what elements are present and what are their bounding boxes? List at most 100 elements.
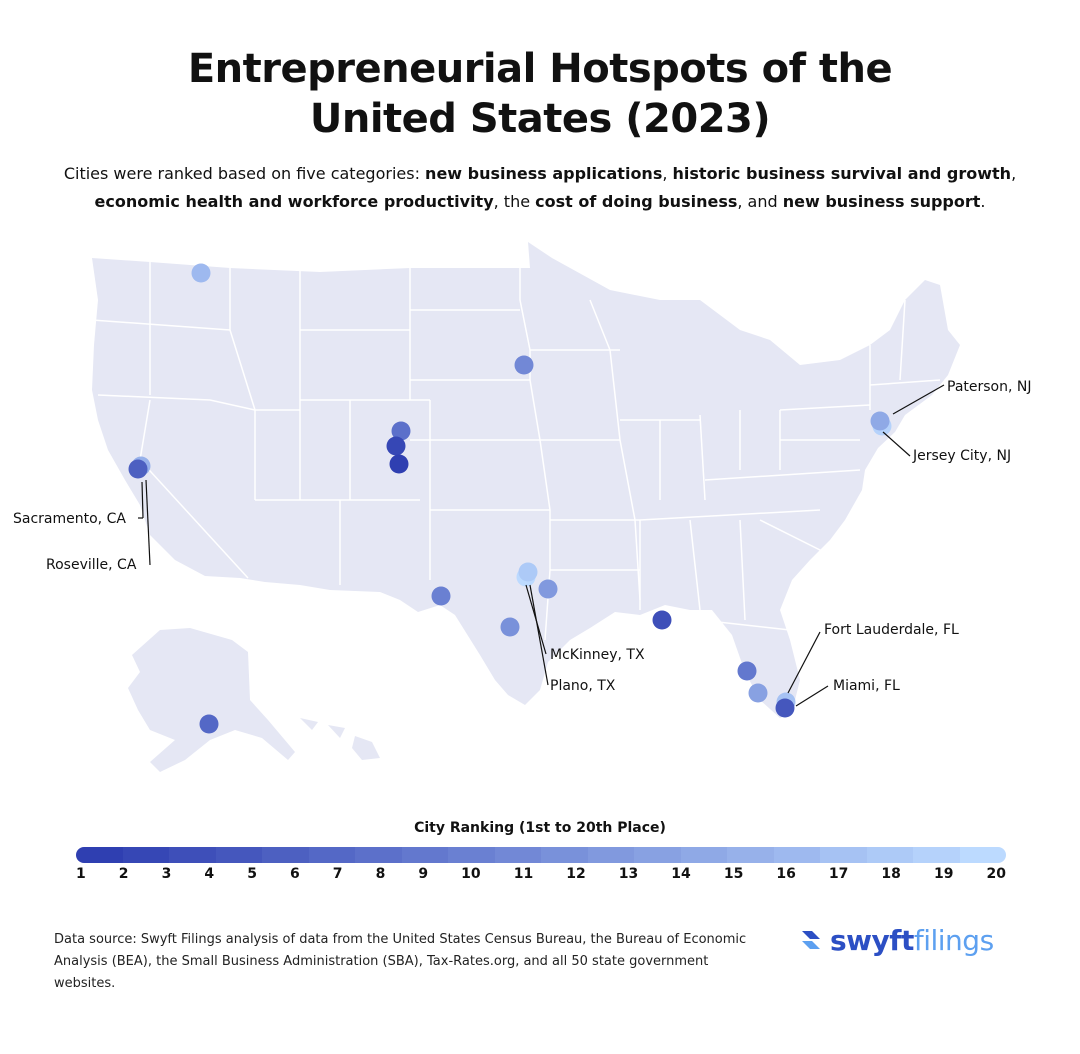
subtitle-category: economic health and workforce productivi…: [94, 192, 494, 211]
leader-line-plano: [529, 584, 549, 686]
title-line-2: United States (2023): [309, 96, 771, 142]
legend-swatch: [634, 847, 681, 863]
legend-swatch: [587, 847, 634, 863]
city-marker-rank-14: [870, 411, 890, 431]
city-marker-rank-10: [514, 355, 534, 375]
subtitle-text: ,: [1011, 164, 1017, 183]
border-line: [97, 394, 256, 411]
leader-line-paterson: [892, 384, 945, 415]
legend-tick-label: 12: [566, 866, 586, 882]
leader-line-miami: [795, 685, 829, 707]
leader-line-fort-lauderdale: [787, 631, 821, 694]
hawaii-shape: [300, 718, 380, 760]
legend-swatch: [866, 847, 913, 863]
legend-tick-label: 15: [723, 866, 744, 882]
title-line-1: Entrepreneurial Hotspots of the: [187, 46, 893, 92]
legend-tick-label: 13: [618, 866, 639, 882]
subtitle-text: ,: [662, 164, 673, 183]
legend-swatch: [541, 847, 588, 863]
subtitle-category: cost of doing business: [535, 192, 738, 211]
legend-swatch: [262, 847, 309, 863]
legend-tick-label: 14: [671, 866, 691, 882]
city-marker-rank-1: [389, 454, 409, 474]
legend-swatch: [215, 847, 262, 863]
city-marker-rank-2: [386, 436, 406, 456]
legend-swatch: [355, 847, 402, 863]
subtitle-text: , the: [493, 192, 536, 211]
page-title: Entrepreneurial Hotspots of the United S…: [0, 44, 1080, 144]
legend-tick-label: 19: [933, 866, 954, 882]
border-line: [869, 379, 941, 386]
legend-color-bar: [76, 847, 1006, 863]
legend-ticks: 1 2 3 4 5 6 7 8 9 10 11 12 13 14 15 16 17 18 19 20: [76, 866, 1006, 882]
state-borders: [91, 262, 941, 641]
city-marker-rank-7: [391, 421, 411, 441]
legend-swatch: [680, 847, 727, 863]
city-marker-rank-6: [199, 714, 219, 734]
legend-swatch: [401, 847, 448, 863]
logo-wordmark: swyftfilings: [830, 924, 994, 957]
subtitle-text: Cities were ranked based on five categor…: [63, 164, 426, 183]
leader-line-roseville: [145, 479, 151, 566]
subtitle-text: , and: [737, 192, 783, 211]
border-line: [759, 519, 841, 561]
border-line: [639, 509, 821, 521]
city-marker-rank-3: [652, 610, 672, 630]
subtitle: Cities were ranked based on five categor…: [40, 160, 1040, 216]
city-labels: Paterson, NJ Jersey City, NJ Sacramento,…: [13, 379, 1032, 694]
city-marker-rank-9: [431, 586, 451, 606]
legend-tick-label: 16: [776, 866, 796, 882]
legend-tick-label: 9: [418, 866, 429, 882]
legend-tick-label: 1: [76, 866, 86, 882]
legend-swatch: [169, 847, 216, 863]
data-source-note: Data source: Swyft Filings analysis of d…: [54, 932, 747, 991]
legend-swatch: [773, 847, 820, 863]
border-line: [699, 619, 791, 631]
border-line: [229, 268, 256, 500]
city-markers: [128, 263, 892, 734]
border-line: [779, 404, 871, 411]
swyft-filings-logo: swyftfilings: [798, 918, 1038, 962]
subtitle-category: new business support: [782, 192, 981, 211]
city-marker-rank-16: [191, 263, 211, 283]
legend-tick-label: 18: [881, 866, 901, 882]
label-miami: Miami, FL: [833, 678, 900, 694]
legend-tick-label: 6: [289, 866, 300, 882]
label-sacramento: Sacramento, CA: [13, 511, 126, 527]
legend-swatch: [494, 847, 541, 863]
legend-tick-label: 8: [375, 866, 386, 882]
city-marker-rank-13: [748, 683, 768, 703]
subtitle-category: historic business survival and growth: [672, 164, 1012, 183]
border-line: [704, 469, 861, 481]
legend-title: City Ranking (1st to 20th Place): [414, 820, 666, 836]
border-line: [739, 519, 746, 621]
map-land: [92, 242, 960, 772]
label-fort-lauderdale: Fort Lauderdale, FL: [824, 622, 959, 638]
leader-lines: [138, 384, 945, 707]
legend-tick-label: 11: [513, 866, 534, 882]
city-marker-rank-4: [775, 698, 795, 718]
label-plano: Plano, TX: [550, 678, 616, 694]
legend-swatch: [820, 847, 867, 863]
label-mckinney: McKinney, TX: [550, 647, 645, 663]
border-line: [689, 519, 701, 611]
border-line: [91, 319, 231, 331]
legend-tick-label: 7: [332, 866, 343, 882]
city-marker-rank-11: [500, 617, 520, 637]
logo-part-1: swyft: [830, 923, 914, 957]
label-roseville: Roseville, CA: [46, 557, 137, 573]
legend-tick-label: 20: [986, 866, 1006, 882]
border-line: [589, 299, 641, 601]
legend-swatch: [308, 847, 355, 863]
label-jersey-city: Jersey City, NJ: [912, 448, 1011, 464]
city-marker-rank-5: [128, 459, 148, 479]
label-paterson: Paterson, NJ: [947, 379, 1032, 395]
legend-tick-label: 10: [461, 866, 481, 882]
leader-line-jersey-city: [882, 431, 911, 457]
legend-tick-label: 17: [828, 866, 849, 882]
legend-swatch: [76, 847, 123, 863]
city-marker-rank-12: [538, 579, 558, 599]
legend-tick-label: 2: [118, 866, 129, 882]
city-marker-rank-8: [737, 661, 757, 681]
city-marker-rank-18: [518, 562, 538, 582]
